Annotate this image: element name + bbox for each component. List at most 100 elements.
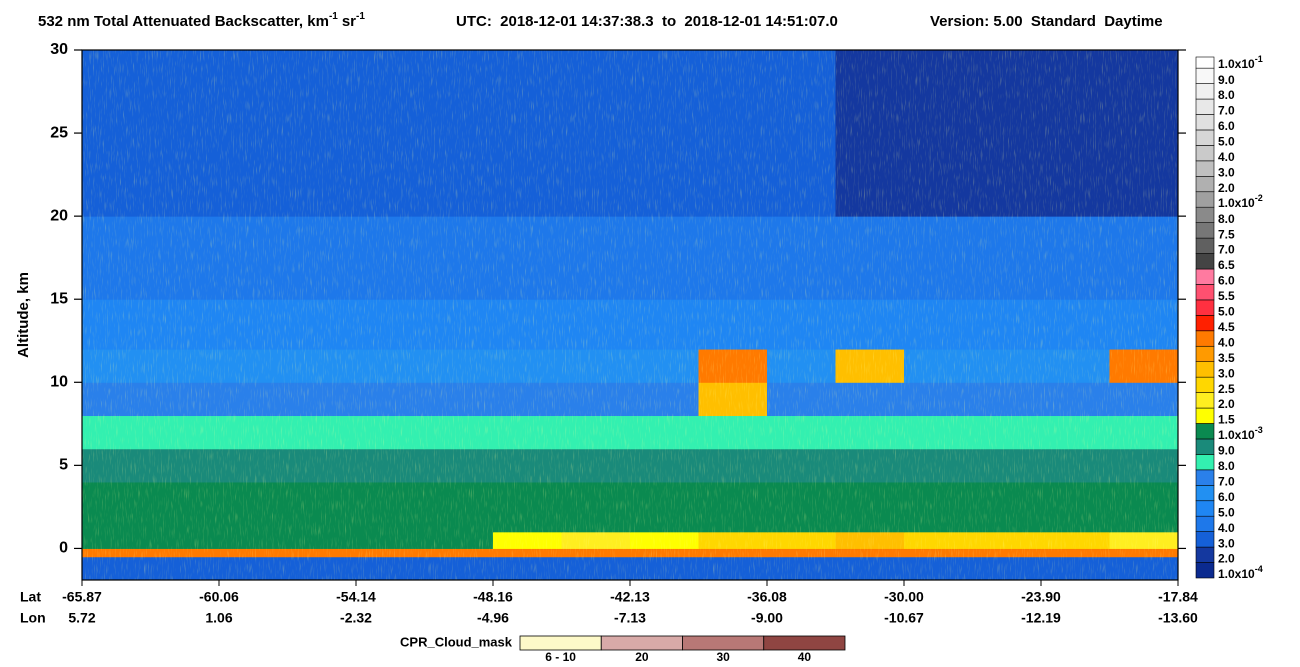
chart-title: 532 nm Total Attenuated Backscatter, km-… bbox=[38, 11, 365, 30]
x-tick-label: -36.08 bbox=[747, 589, 787, 605]
colorbar-label: 8.0 bbox=[1218, 212, 1235, 226]
colorbar-label: 2.5 bbox=[1218, 382, 1235, 396]
colorbar-cell bbox=[1195, 98, 1215, 115]
colorbar-label: 7.0 bbox=[1218, 243, 1235, 257]
title-sup: -1 bbox=[356, 11, 365, 22]
colorbar-cell bbox=[1195, 160, 1215, 177]
colorbar-cell bbox=[1195, 500, 1215, 517]
colorbar-cell bbox=[1195, 376, 1215, 393]
x-tick-label: -65.87 bbox=[62, 589, 102, 605]
colorbar-cell bbox=[1195, 546, 1215, 563]
colorbar-label: 5.0 bbox=[1218, 135, 1235, 149]
colorbar-label: 4.0 bbox=[1218, 150, 1235, 164]
colorbar-label: 1.0x10-3 bbox=[1218, 425, 1263, 442]
cpr-legend-swatch bbox=[682, 635, 765, 651]
colorbar-label: 9.0 bbox=[1218, 444, 1235, 458]
x-row-name: Lat bbox=[20, 589, 41, 605]
colorbar-cell bbox=[1195, 392, 1215, 409]
x-tick-label: -30.00 bbox=[884, 589, 924, 605]
colorbar-cell bbox=[1195, 454, 1215, 471]
title-main: 532 nm Total Attenuated Backscatter, km bbox=[38, 13, 329, 30]
colorbar-label: 9.0 bbox=[1218, 73, 1235, 87]
version: Version: 5.00 Standard Daytime bbox=[930, 13, 1163, 30]
colorbar-cell bbox=[1195, 345, 1215, 362]
y-tick-label: 5 bbox=[59, 457, 68, 474]
x-tick-label: -9.00 bbox=[751, 610, 783, 626]
colorbar-cell bbox=[1195, 176, 1215, 193]
colorbar-label: 5.0 bbox=[1218, 505, 1235, 519]
colorbar-label: 8.0 bbox=[1218, 88, 1235, 102]
colorbar-label: 5.5 bbox=[1218, 289, 1235, 303]
colorbar-cell bbox=[1195, 299, 1215, 316]
colorbar-label: 1.0x10-1 bbox=[1218, 55, 1263, 72]
colorbar-cell bbox=[1195, 423, 1215, 440]
colorbar-cell bbox=[1195, 284, 1215, 301]
colorbar-label: 3.0 bbox=[1218, 366, 1235, 380]
x-tick-label: 1.06 bbox=[205, 610, 232, 626]
colorbar-cell bbox=[1195, 515, 1215, 532]
y-tick-label: 20 bbox=[50, 207, 68, 224]
cpr-legend-title: CPR_Cloud_mask bbox=[400, 634, 513, 649]
title-unit: sr bbox=[342, 13, 356, 30]
colorbar-cell bbox=[1195, 83, 1215, 100]
x-tick-label: -12.19 bbox=[1021, 610, 1061, 626]
colorbar-cell bbox=[1195, 469, 1215, 486]
cpr-legend-label: 30 bbox=[716, 650, 730, 664]
colorbar-label: 1.5 bbox=[1218, 413, 1235, 427]
y-tick-label: 25 bbox=[50, 124, 68, 141]
colorbar-label: 5.0 bbox=[1218, 305, 1235, 319]
plot-area bbox=[82, 50, 1179, 581]
colorbar-cell bbox=[1195, 438, 1215, 455]
colorbar-label: 3.0 bbox=[1218, 165, 1235, 179]
colorbar-cell bbox=[1195, 129, 1215, 146]
colorbar-label: 4.5 bbox=[1218, 320, 1235, 334]
x-tick-label: -4.96 bbox=[477, 610, 509, 626]
colorbar-label: 6.0 bbox=[1218, 119, 1235, 133]
colorbar-cell bbox=[1195, 407, 1215, 424]
colorbar-cell bbox=[1195, 206, 1215, 223]
colorbar-cell bbox=[1195, 114, 1215, 131]
time-range: UTC: 2018-12-01 14:37:38.3 to 2018-12-01… bbox=[456, 13, 838, 30]
title-sup: -1 bbox=[329, 11, 338, 22]
speckle bbox=[82, 50, 1178, 580]
x-tick-label: 5.72 bbox=[68, 610, 95, 626]
colorbar-label: 3.0 bbox=[1218, 536, 1235, 550]
x-tick-label: -17.84 bbox=[1158, 589, 1198, 605]
y-axis-label: Altitude, km bbox=[15, 272, 32, 358]
colorbar-cell bbox=[1195, 222, 1215, 239]
colorbar-label: 1.0x10-4 bbox=[1218, 564, 1263, 581]
colorbar-label: 1.0x10-2 bbox=[1218, 194, 1263, 211]
colorbar-cell bbox=[1195, 237, 1215, 254]
colorbar-cell bbox=[1195, 56, 1215, 69]
colorbar-cell bbox=[1195, 562, 1215, 579]
colorbar-label: 4.0 bbox=[1218, 335, 1235, 349]
x-tick-label: -13.60 bbox=[1158, 610, 1198, 626]
y-tick-label: 10 bbox=[50, 374, 68, 391]
y-tick-label: 15 bbox=[50, 290, 68, 307]
colorbar-cell bbox=[1195, 253, 1215, 270]
x-tick-label: -7.13 bbox=[614, 610, 646, 626]
colorbar-label: 7.5 bbox=[1218, 227, 1235, 241]
colorbar-label: 7.0 bbox=[1218, 104, 1235, 118]
y-tick-label: 30 bbox=[50, 41, 68, 58]
colorbar-cell bbox=[1195, 330, 1215, 347]
x-tick-label: -23.90 bbox=[1021, 589, 1061, 605]
colorbar-label: 2.0 bbox=[1218, 397, 1235, 411]
x-tick-label: -48.16 bbox=[473, 589, 513, 605]
colorbar-cell bbox=[1195, 191, 1215, 208]
cpr-legend-swatch bbox=[600, 635, 683, 651]
colorbar-cell bbox=[1195, 531, 1215, 548]
colorbar-cell bbox=[1195, 145, 1215, 162]
x-row-name: Lon bbox=[20, 610, 46, 626]
colorbar-label: 6.5 bbox=[1218, 258, 1235, 272]
colorbar-cell bbox=[1195, 315, 1215, 332]
cpr-legend-label: 20 bbox=[635, 650, 649, 664]
colorbar-label: 6.0 bbox=[1218, 490, 1235, 504]
x-tick-label: -42.13 bbox=[610, 589, 650, 605]
colorbar-cell bbox=[1195, 67, 1215, 84]
y-tick-label: 0 bbox=[59, 540, 68, 557]
colorbar-cell bbox=[1195, 361, 1215, 378]
colorbar-label: 3.5 bbox=[1218, 351, 1235, 365]
colorbar-cell bbox=[1195, 268, 1215, 285]
cpr-legend-swatch bbox=[519, 635, 602, 651]
